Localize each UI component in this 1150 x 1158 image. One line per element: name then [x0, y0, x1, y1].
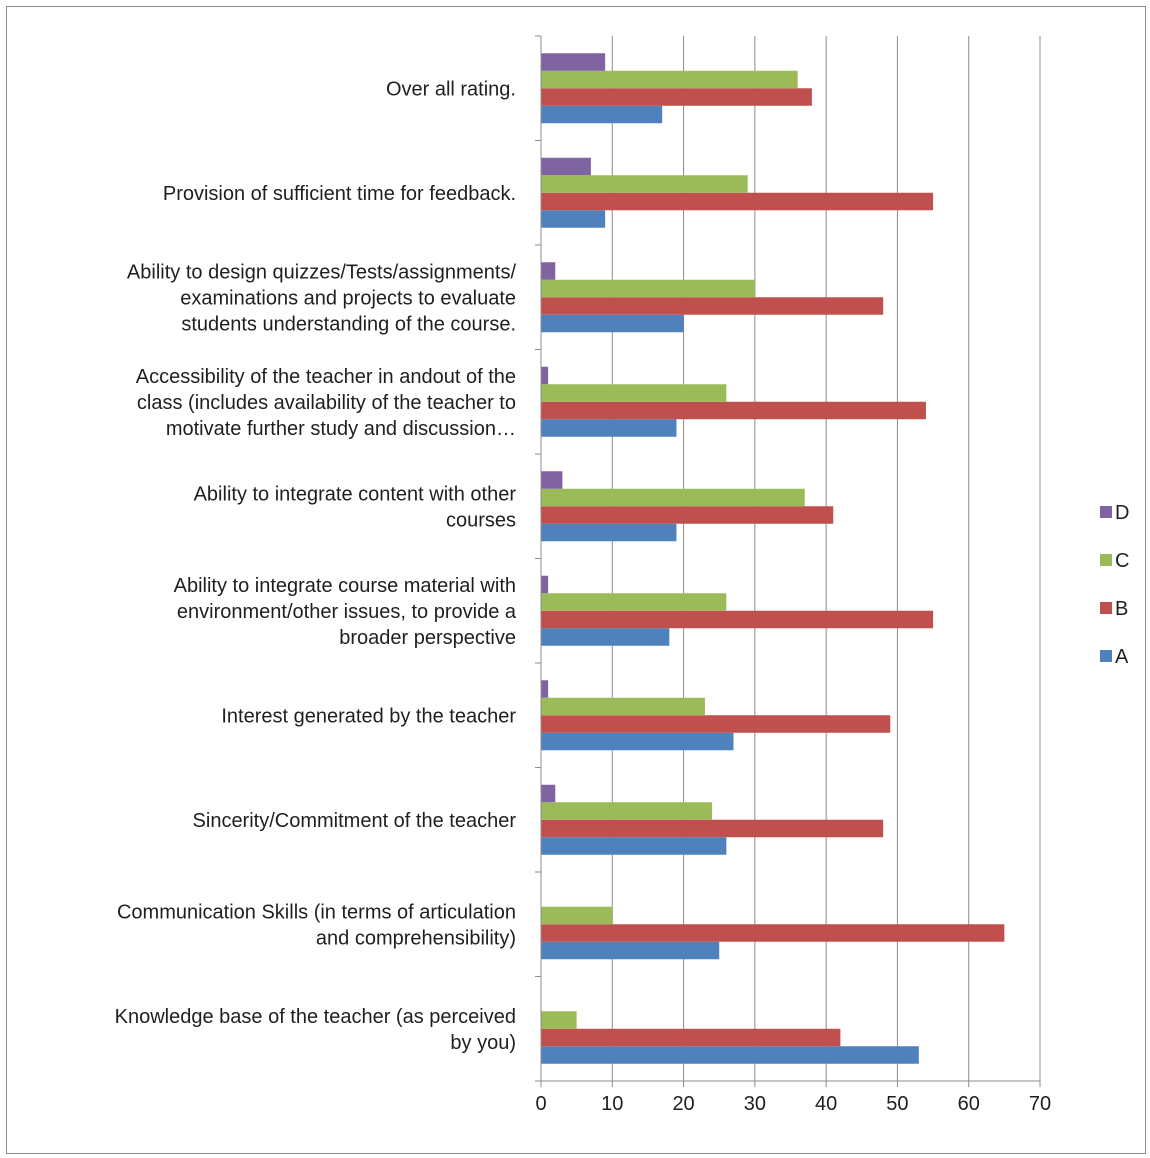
bar-a — [541, 523, 677, 542]
legend-label-a: A — [1115, 646, 1129, 668]
x-tick-label: 70 — [1029, 1093, 1051, 1115]
category-label: motivate further study and discussion… — [166, 418, 516, 440]
bars — [541, 53, 1005, 1064]
legend-label-b: B — [1115, 598, 1128, 620]
bar-b — [541, 506, 834, 524]
bar-d — [541, 262, 556, 280]
bar-b — [541, 192, 934, 211]
bar-a — [541, 941, 720, 960]
category-label: students understanding of the course. — [181, 313, 516, 335]
legend-swatch-c — [1100, 554, 1112, 566]
bar-a — [541, 419, 677, 437]
category-label: Communication Skills (in terms of articu… — [117, 901, 516, 923]
x-tick-label: 50 — [886, 1093, 908, 1115]
category-label: Ability to integrate content with other — [194, 483, 517, 505]
category-label: class (includes availability of the teac… — [137, 392, 516, 414]
category-label: Ability to design quizzes/Tests/assignme… — [127, 261, 517, 283]
bar-b — [541, 715, 891, 733]
bar-c — [541, 906, 613, 925]
category-label: and comprehensibility) — [316, 927, 516, 949]
bar-c — [541, 1011, 577, 1029]
x-tick-label: 0 — [535, 1093, 546, 1115]
bar-d — [541, 680, 549, 698]
bar-a — [541, 628, 670, 646]
bar-c — [541, 593, 727, 611]
bar-a — [541, 105, 663, 124]
bar-b — [541, 610, 934, 629]
bar-a — [541, 314, 684, 333]
category-labels: Knowledge base of the teacher (as percei… — [115, 78, 517, 1054]
bar-c — [541, 697, 705, 716]
bar-b — [541, 401, 926, 420]
bar-d — [541, 53, 606, 71]
bar-b — [541, 88, 812, 106]
category-label: Interest generated by the teacher — [221, 705, 516, 727]
category-label: Ability to integrate course material wit… — [174, 575, 516, 597]
bar-b — [541, 924, 1005, 942]
bar-c — [541, 488, 805, 507]
category-label: Accessibility of the teacher in andout o… — [136, 366, 516, 388]
bar-c — [541, 384, 727, 402]
legend-label-c: C — [1115, 550, 1129, 572]
legend: D C B A — [1100, 502, 1129, 668]
bar-a — [541, 1046, 919, 1064]
x-tick-label: 10 — [601, 1093, 623, 1115]
bar-c — [541, 175, 748, 193]
category-label: courses — [446, 509, 516, 531]
x-tick-label: 20 — [672, 1093, 694, 1115]
category-label: environment/other issues, to provide a — [177, 601, 517, 623]
bar-b — [541, 1028, 841, 1047]
legend-label-d: D — [1115, 502, 1129, 524]
x-tick-label: 60 — [958, 1093, 980, 1115]
bar-d — [541, 575, 549, 594]
legend-swatch-a — [1100, 650, 1112, 662]
bar-a — [541, 837, 727, 855]
category-label: examinations and projects to evaluate — [180, 287, 516, 309]
bar-a — [541, 210, 606, 228]
bar-a — [541, 732, 734, 751]
legend-swatch-b — [1100, 602, 1112, 614]
x-tick-label: 30 — [744, 1093, 766, 1115]
category-label: by you) — [450, 1032, 516, 1054]
bar-b — [541, 297, 884, 315]
category-label: Over all rating. — [386, 78, 516, 100]
bar-d — [541, 157, 591, 176]
chart-frame — [6, 6, 1146, 1154]
category-label: Provision of sufficient time for feedbac… — [163, 183, 516, 205]
bar-d — [541, 784, 556, 803]
category-label: Sincerity/Commitment of the teacher — [193, 810, 517, 832]
category-label: Knowledge base of the teacher (as percei… — [115, 1006, 516, 1028]
legend-swatch-d — [1100, 506, 1112, 518]
bar-c — [541, 70, 798, 89]
bar-c — [541, 802, 713, 820]
bar-d — [541, 366, 549, 385]
x-tick-label: 40 — [815, 1093, 837, 1115]
bar-c — [541, 279, 755, 298]
axes — [535, 35, 1041, 1087]
bar-d — [541, 471, 563, 489]
bar-b — [541, 819, 884, 838]
x-tick-labels: 0 10 20 30 40 50 60 70 — [535, 1093, 1051, 1115]
category-label: broader perspective — [339, 627, 516, 649]
